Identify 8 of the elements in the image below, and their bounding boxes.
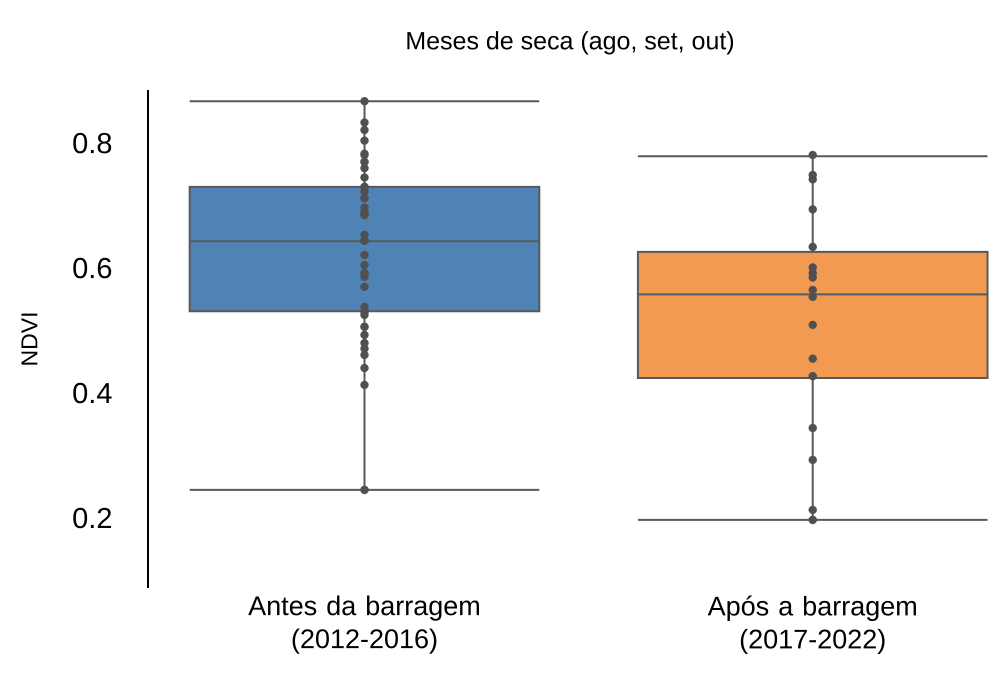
x-tick-label: Após a barragem (2017-2022): [708, 596, 916, 654]
y-tick-label: 0.8: [73, 132, 112, 154]
x-tick-label: Antes da barragem (2012-2016): [248, 596, 479, 654]
chart-title: Meses de seca (ago, set, out): [407, 31, 734, 54]
y-tick-label: 0.2: [73, 508, 112, 528]
y-tick-label: 0.6: [73, 258, 112, 278]
y-axis-title: NDVI: [21, 314, 38, 365]
y-tick-label: 0.4: [73, 382, 112, 404]
